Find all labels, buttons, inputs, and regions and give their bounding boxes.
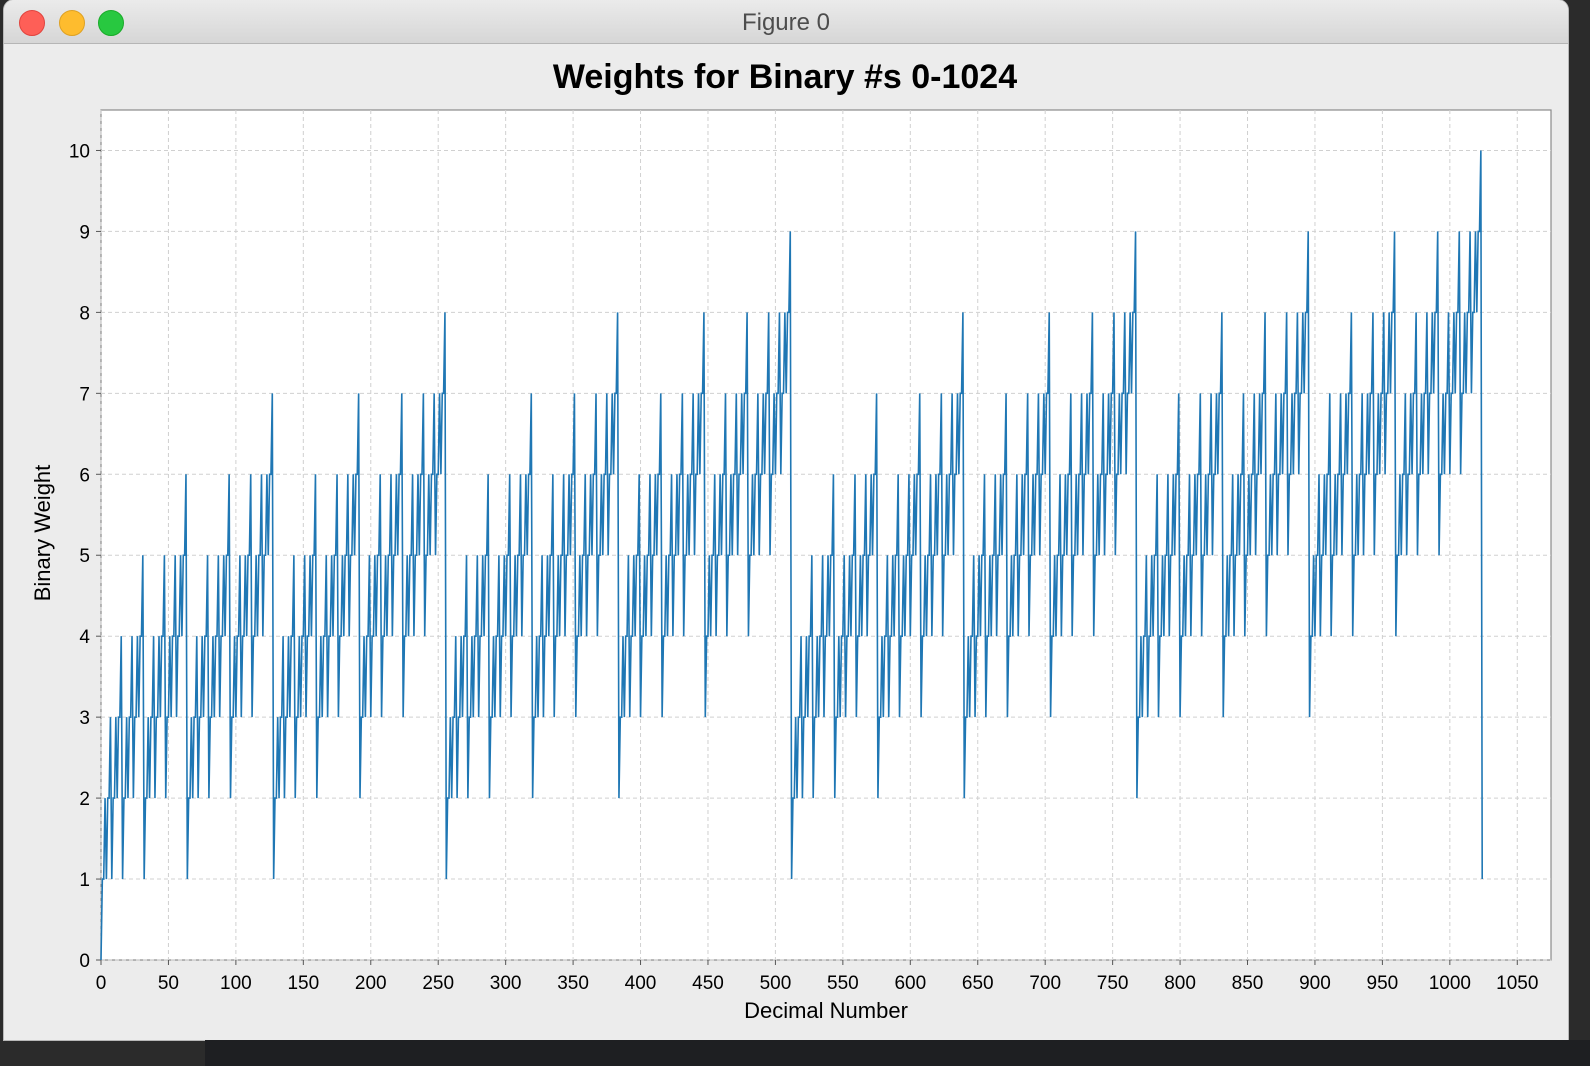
title-bar: Figure 0 bbox=[4, 0, 1568, 44]
x-tick-label: 350 bbox=[557, 973, 589, 994]
x-tick-label: 850 bbox=[1232, 973, 1264, 994]
x-tick-label: 1050 bbox=[1496, 973, 1538, 994]
chart-title: Weights for Binary #s 0-1024 bbox=[553, 58, 1017, 96]
y-tick-label: 2 bbox=[79, 789, 90, 810]
y-tick-label: 1 bbox=[79, 870, 90, 891]
y-tick-label: 10 bbox=[69, 141, 90, 162]
chart: Weights for Binary #s 0-1024 0 50 100 150 20… bbox=[30, 58, 1552, 1023]
x-tick-label: 150 bbox=[287, 973, 319, 994]
x-tick-label: 200 bbox=[355, 973, 387, 994]
grid bbox=[100, 110, 1551, 961]
x-axis-ticks: 0 50 100 150 200 250 300 350 400 450 500 550 600 650 7… bbox=[96, 960, 1538, 994]
x-tick-label: 900 bbox=[1299, 973, 1331, 994]
close-button[interactable] bbox=[19, 10, 45, 36]
x-tick-label: 700 bbox=[1029, 973, 1061, 994]
y-tick-label: 0 bbox=[79, 951, 90, 972]
x-tick-label: 550 bbox=[827, 973, 859, 994]
x-tick-label: 800 bbox=[1164, 973, 1196, 994]
x-tick-label: 0 bbox=[96, 973, 107, 994]
x-tick-label: 50 bbox=[158, 973, 179, 994]
y-tick-label: 3 bbox=[79, 708, 90, 729]
y-tick-label: 7 bbox=[79, 384, 90, 405]
figure-window: Figure 0 Weights for Binary #s 0-1024 0 5… bbox=[4, 0, 1568, 1040]
y-axis-label: Binary Weight bbox=[30, 465, 55, 602]
x-tick-label: 500 bbox=[760, 973, 792, 994]
y-tick-label: 4 bbox=[79, 627, 90, 648]
x-tick-label: 300 bbox=[490, 973, 522, 994]
x-axis-label: Decimal Number bbox=[744, 998, 908, 1023]
x-tick-label: 100 bbox=[220, 973, 252, 994]
y-axis-ticks: 0 1 2 3 4 5 6 7 8 9 10 bbox=[69, 141, 101, 972]
y-tick-label: 5 bbox=[79, 546, 90, 567]
x-tick-label: 950 bbox=[1367, 973, 1399, 994]
series-line bbox=[100, 150, 1484, 961]
maximize-button[interactable] bbox=[98, 10, 124, 36]
minimize-button[interactable] bbox=[59, 10, 85, 36]
y-tick-label: 6 bbox=[79, 465, 90, 486]
window-title: Figure 0 bbox=[741, 9, 831, 36]
x-tick-label: 1000 bbox=[1429, 973, 1471, 994]
y-tick-label: 9 bbox=[79, 222, 90, 243]
y-tick-label: 8 bbox=[79, 303, 90, 324]
x-tick-label: 450 bbox=[692, 973, 724, 994]
background-editor-strip bbox=[205, 1040, 1590, 1066]
x-tick-label: 750 bbox=[1097, 973, 1129, 994]
x-tick-label: 250 bbox=[422, 973, 454, 994]
x-tick-label: 600 bbox=[894, 973, 926, 994]
x-tick-label: 650 bbox=[962, 973, 994, 994]
x-tick-label: 400 bbox=[625, 973, 657, 994]
